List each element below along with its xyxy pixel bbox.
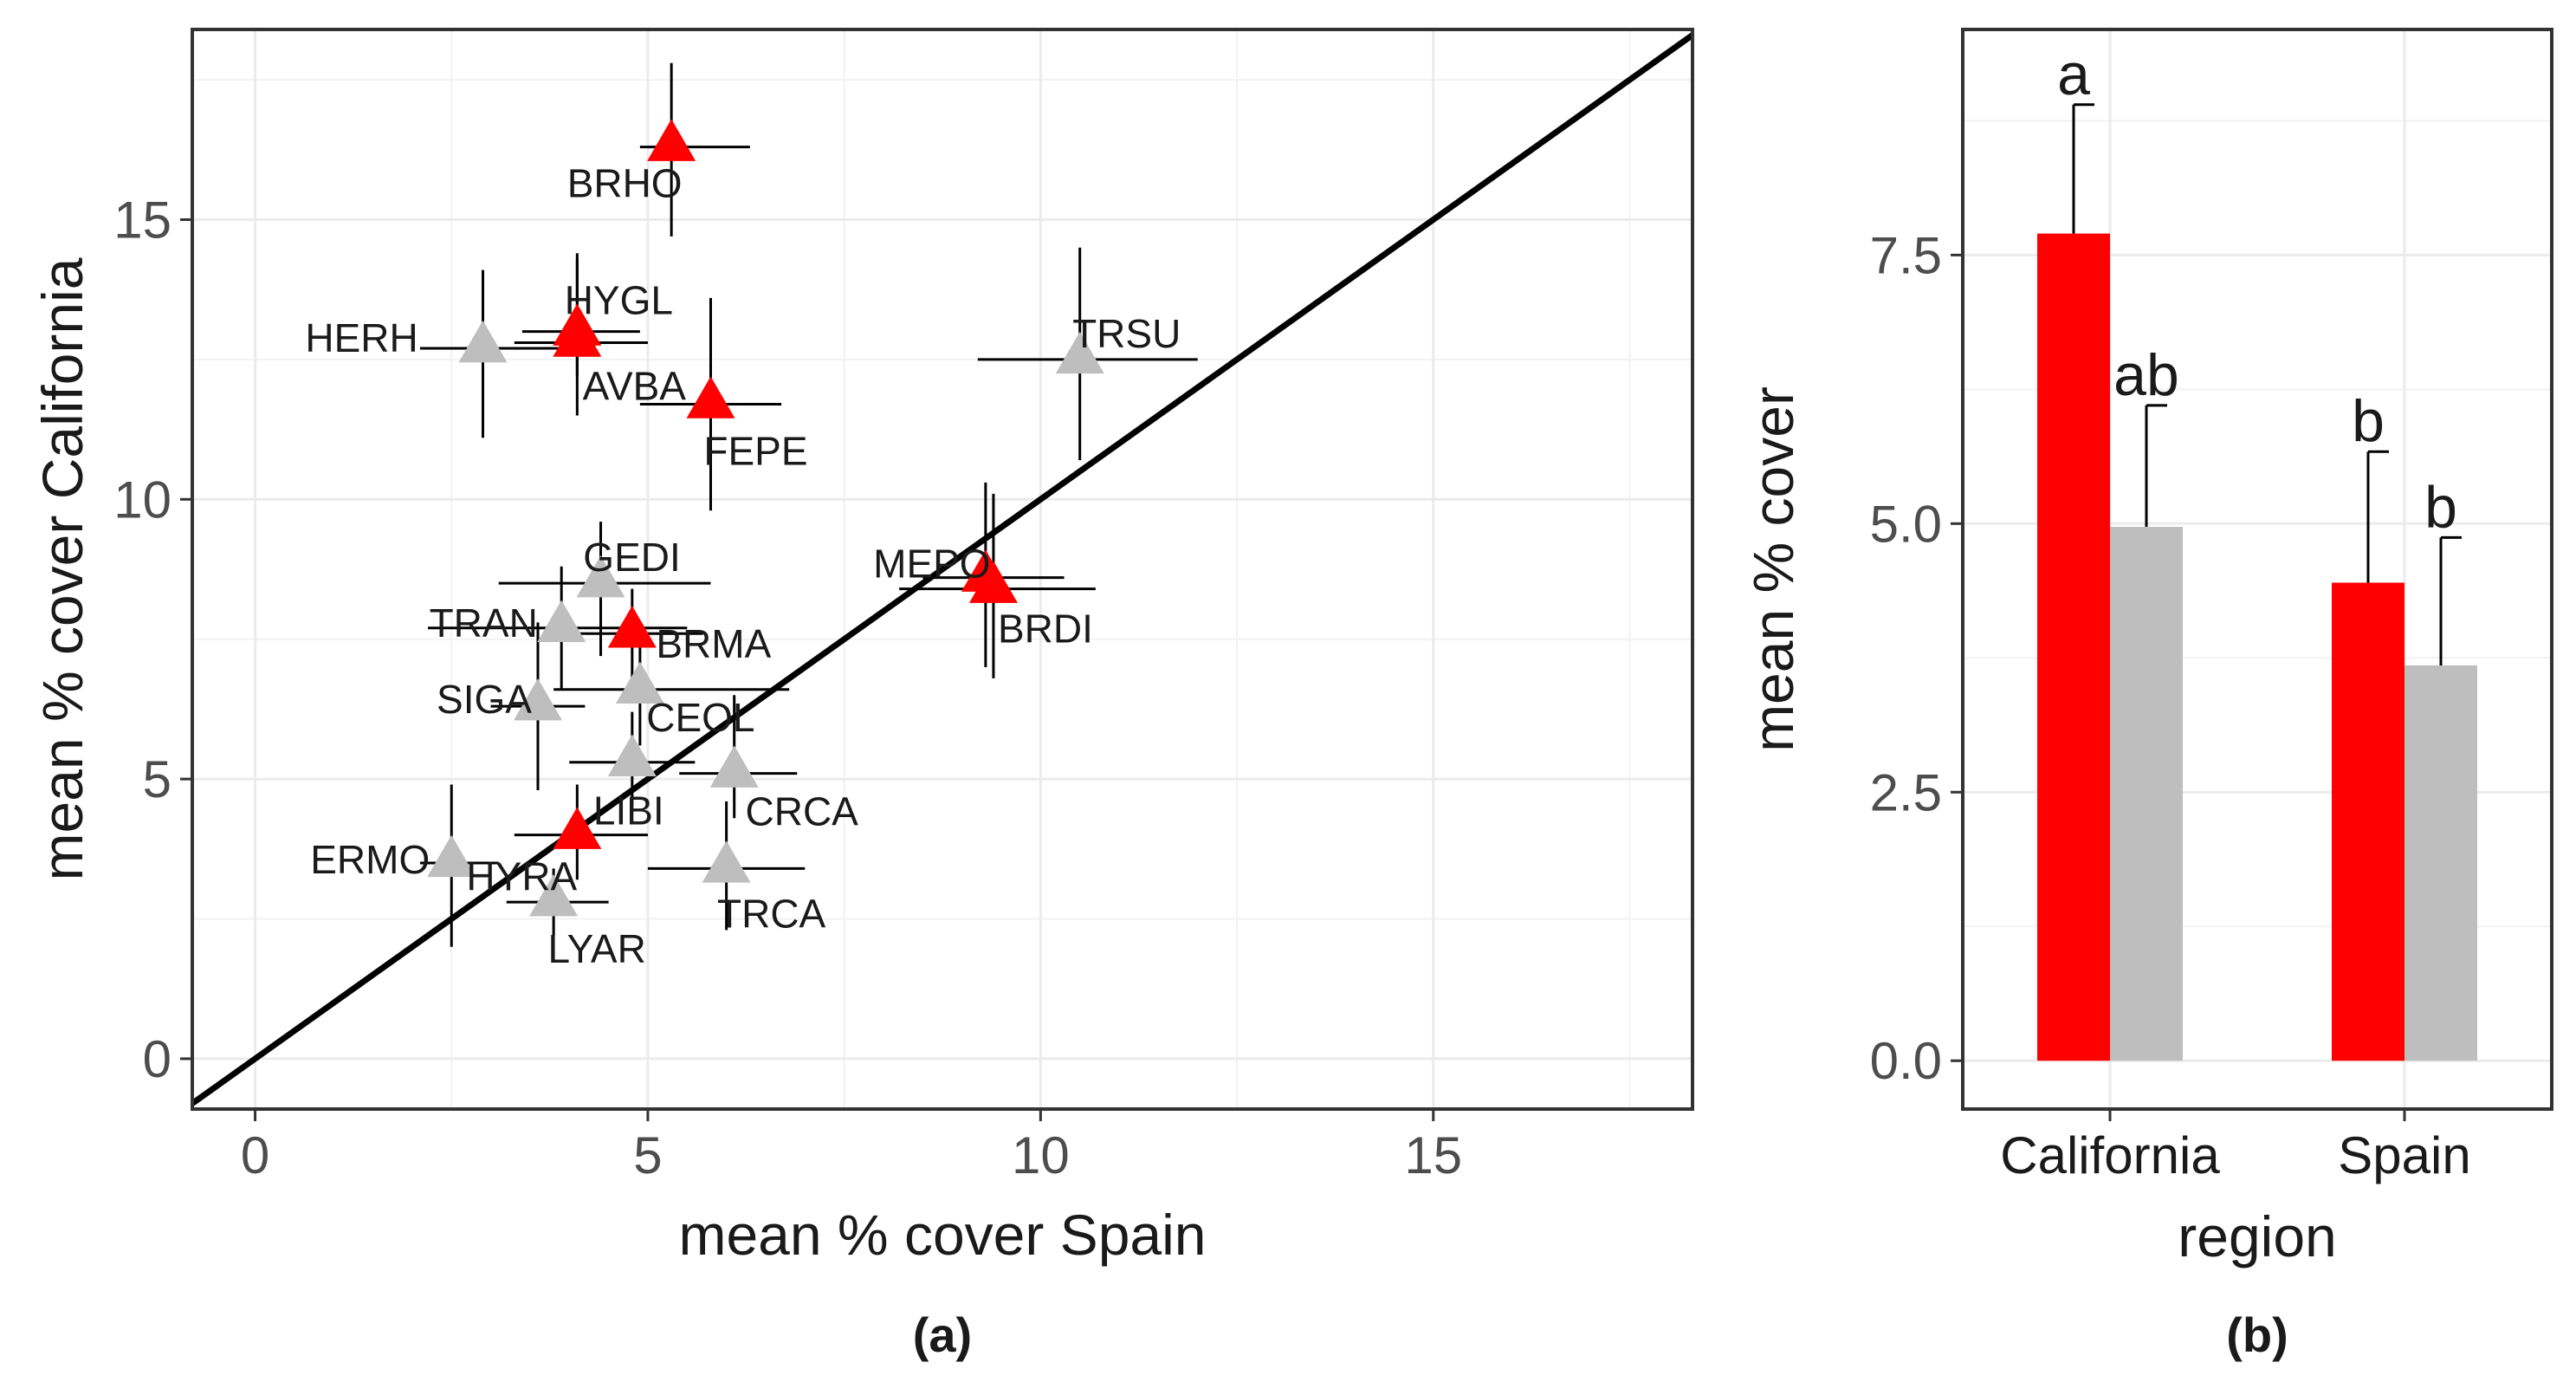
point-brho	[647, 119, 696, 161]
label-herh: HERH	[305, 315, 417, 360]
label-hyra: HYRA	[466, 854, 577, 899]
label-brma: BRMA	[656, 621, 771, 666]
bar-y-axis-title: mean % cover	[1741, 386, 1805, 752]
scatter-x-axis-title: mean % cover Spain	[679, 1203, 1207, 1267]
scatter-panel-label: (a)	[913, 1307, 972, 1362]
one-to-one-line	[192, 32, 1693, 1106]
bar-x-tick-label: Spain	[2338, 1126, 2470, 1184]
scatter-ticks: 0 5 10 15 0 5 10 15	[113, 191, 1462, 1184]
bar-y-tick-label: 0.0	[1870, 1032, 1942, 1090]
sig-letter-red-california: a	[2057, 42, 2090, 107]
scatter-gridlines	[192, 29, 1693, 1109]
label-crca: CRCA	[746, 789, 859, 834]
bar-x-tick-label: California	[2000, 1126, 2220, 1184]
y-tick-label: 10	[113, 470, 172, 529]
scatter-points	[427, 119, 1104, 917]
x-tick-label: 5	[633, 1126, 662, 1184]
bar-ticks: 0.0 2.5 5.0 7.5 California Spain	[1870, 226, 2471, 1184]
sig-letter-gray-spain: b	[2424, 474, 2457, 540]
point-hyra	[553, 807, 602, 849]
bar-errorbars	[2072, 103, 2462, 665]
label-brho: BRHO	[567, 161, 683, 206]
point-crca	[709, 745, 759, 788]
bar-y-tick-label: 5.0	[1870, 495, 1942, 553]
y-tick-label: 0	[143, 1030, 172, 1088]
point-trsu	[1055, 331, 1104, 374]
scatter-y-axis-title: mean % cover California	[30, 257, 94, 880]
label-trca: TRCA	[717, 891, 826, 936]
sig-letter-red-spain: b	[2352, 388, 2385, 454]
label-hygl: HYGL	[565, 278, 673, 323]
point-lyar	[529, 873, 579, 917]
bar-x-axis-title: region	[2178, 1204, 2336, 1268]
label-ermo: ERMO	[310, 837, 430, 882]
bar-panel-label: (b)	[2226, 1307, 2288, 1362]
label-lyar: LYAR	[547, 926, 645, 971]
bar-gray-california	[2110, 527, 2183, 1061]
label-tran: TRAN	[430, 600, 538, 646]
point-fepe	[686, 376, 735, 418]
sig-letter-gray-california: ab	[2113, 342, 2179, 408]
point-siga	[513, 678, 562, 721]
x-tick-label: 15	[1404, 1126, 1462, 1184]
point-avba	[553, 315, 602, 357]
point-brma	[607, 606, 657, 648]
bar-red-spain	[2332, 582, 2404, 1061]
bar-gray-spain	[2404, 665, 2477, 1061]
y-tick-label: 5	[143, 750, 172, 808]
label-fepe: FEPE	[703, 429, 807, 474]
x-tick-label: 10	[1012, 1126, 1070, 1184]
bar-bars	[2037, 233, 2477, 1061]
y-tick-label: 15	[113, 191, 172, 250]
label-brdi: BRDI	[998, 607, 1093, 652]
point-tran	[537, 600, 586, 643]
scatter-plot-border	[191, 28, 1694, 1111]
label-avba: AVBA	[583, 364, 687, 409]
bar-plot-border	[1961, 28, 2553, 1111]
bar-y-tick-label: 2.5	[1870, 763, 1942, 821]
label-libi: LIBI	[593, 788, 664, 834]
point-libi	[607, 734, 657, 776]
scatter-reference-layer	[192, 32, 1693, 1106]
label-siga: SIGA	[437, 677, 532, 722]
point-gedi	[576, 555, 625, 598]
label-gedi: GEDI	[583, 535, 680, 580]
label-trsu: TRSU	[1072, 311, 1181, 356]
x-tick-label: 0	[241, 1126, 269, 1184]
point-ceol	[615, 661, 664, 704]
point-brdi	[968, 561, 1018, 603]
bar-red-california	[2037, 233, 2110, 1061]
bar-y-tick-label: 7.5	[1870, 226, 1942, 284]
point-herh	[458, 320, 508, 363]
point-trca	[702, 840, 751, 883]
label-ceol: CEOL	[646, 695, 754, 740]
point-ermo	[427, 834, 476, 878]
label-mepo: MEPO	[873, 542, 990, 587]
